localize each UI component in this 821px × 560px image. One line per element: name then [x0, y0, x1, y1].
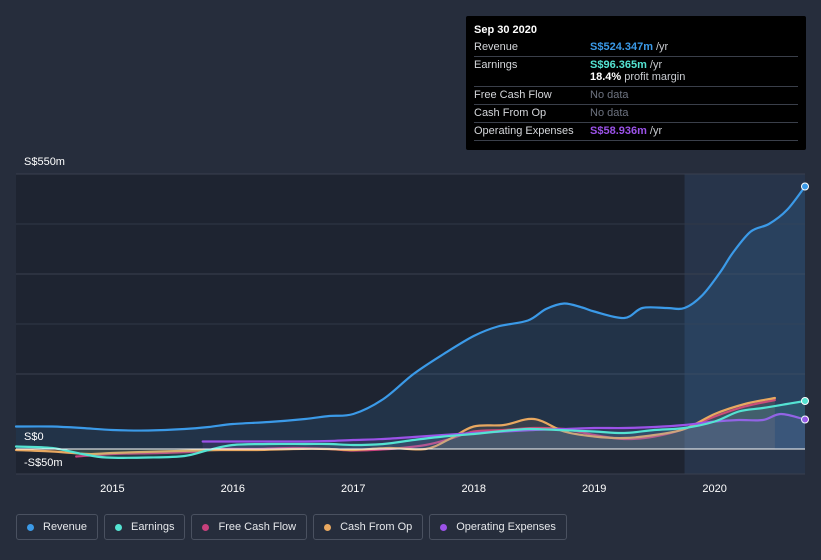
- y-label-zero: S$0: [24, 431, 44, 443]
- profit-margin-value: 18.4%: [590, 71, 622, 83]
- tooltip-row-operating-expenses: Operating Expenses S$58.936m/yr: [474, 122, 798, 141]
- legend-label: Free Cash Flow: [218, 521, 297, 533]
- legend-item-free-cash-flow[interactable]: Free Cash Flow: [191, 514, 308, 540]
- legend-label: Cash From Op: [340, 521, 413, 533]
- legend-label: Earnings: [131, 521, 175, 533]
- tooltip-row-free-cash-flow: Free Cash Flow No data: [474, 86, 798, 104]
- tooltip-row-cash-from-op: Cash From Op No data: [474, 104, 798, 122]
- tooltip-value: S$58.936m: [590, 125, 647, 137]
- legend-item-cash-from-op[interactable]: Cash From Op: [313, 514, 424, 540]
- y-label-bottom: -S$50m: [24, 457, 63, 469]
- earnings-area: [16, 401, 805, 458]
- operating-expenses-line: [201, 412, 807, 443]
- revenue-end-marker: [801, 182, 809, 191]
- x-tick-label: 2015: [100, 483, 124, 495]
- x-tick-label: 2017: [341, 483, 365, 495]
- data-tooltip: Sep 30 2020 Revenue S$524.347m/yr Earnin…: [466, 16, 806, 150]
- legend-dot-icon: [440, 523, 448, 531]
- y-label-top: S$550m: [24, 156, 65, 168]
- x-tick-label: 2016: [221, 483, 245, 495]
- x-axis-ticks: 2015 2016 2017 2018 2019 2020: [100, 483, 727, 495]
- tooltip-label: Revenue: [474, 41, 519, 53]
- tooltip-unit: /yr: [649, 125, 663, 137]
- x-tick-label: 2019: [582, 483, 606, 495]
- tooltip-label: Earnings: [474, 59, 518, 71]
- revenue-line: [14, 185, 807, 432]
- earnings-end-marker: [801, 397, 809, 405]
- legend-dot-icon: [27, 523, 34, 531]
- cash-from-op-area: [16, 398, 775, 455]
- legend-item-operating-expenses[interactable]: Operating Expenses: [429, 514, 567, 540]
- chart-legend: Revenue Earnings Free Cash Flow Cash Fro…: [16, 514, 567, 542]
- tooltip-date: Sep 30 2020: [474, 24, 537, 36]
- revenue-area: [16, 186, 805, 449]
- profit-margin-text: profit margin: [624, 71, 686, 83]
- tooltip-no-data: No data: [590, 107, 629, 119]
- x-tick-label: 2020: [702, 483, 726, 495]
- tooltip-row-revenue: Revenue S$524.347m/yr: [474, 41, 798, 56]
- earnings-line: [14, 399, 807, 459]
- operating-expenses-end-marker: [801, 415, 809, 424]
- legend-item-earnings[interactable]: Earnings: [104, 514, 186, 540]
- legend-dot-icon: [202, 523, 210, 531]
- gridlines: [16, 173, 805, 475]
- tooltip-row-earnings: Earnings S$96.365m/yr 18.4% profit margin: [474, 56, 798, 86]
- tooltip-label: Operating Expenses: [474, 125, 574, 137]
- tooltip-label: Free Cash Flow: [474, 89, 552, 101]
- tooltip-value: S$96.365m: [590, 59, 647, 71]
- x-tick-label: 2018: [461, 483, 485, 495]
- tooltip-unit: /yr: [656, 41, 669, 53]
- legend-dot-icon: [115, 523, 123, 531]
- tooltip-value: S$524.347m: [590, 41, 653, 53]
- legend-label: Operating Expenses: [456, 521, 556, 533]
- tooltip-no-data: No data: [590, 89, 629, 101]
- legend-dot-icon: [324, 523, 332, 531]
- tooltip-label: Cash From Op: [474, 107, 547, 119]
- legend-item-revenue[interactable]: Revenue: [16, 514, 99, 540]
- legend-label: Revenue: [43, 521, 88, 533]
- tooltip-unit: /yr: [649, 59, 663, 71]
